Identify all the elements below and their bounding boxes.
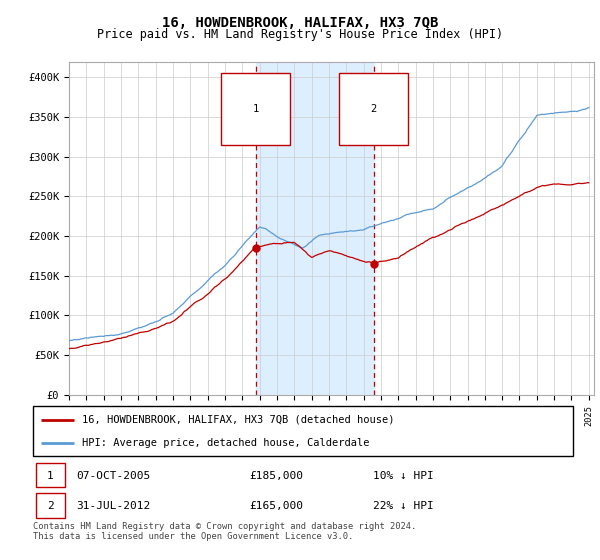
Text: £165,000: £165,000 <box>249 501 303 511</box>
Text: £185,000: £185,000 <box>249 470 303 480</box>
Text: 10% ↓ HPI: 10% ↓ HPI <box>373 470 434 480</box>
Bar <box>256 62 374 395</box>
Text: 16, HOWDENBROOK, HALIFAX, HX3 7QB: 16, HOWDENBROOK, HALIFAX, HX3 7QB <box>162 16 438 30</box>
Text: 07-OCT-2005: 07-OCT-2005 <box>76 470 151 480</box>
Text: Contains HM Land Registry data © Crown copyright and database right 2024.
This d: Contains HM Land Registry data © Crown c… <box>33 522 416 542</box>
Text: 1: 1 <box>47 470 53 480</box>
Text: HPI: Average price, detached house, Calderdale: HPI: Average price, detached house, Cald… <box>82 438 369 448</box>
FancyBboxPatch shape <box>36 493 65 518</box>
Text: 2: 2 <box>47 501 53 511</box>
Text: 2: 2 <box>370 104 377 114</box>
Text: 16, HOWDENBROOK, HALIFAX, HX3 7QB (detached house): 16, HOWDENBROOK, HALIFAX, HX3 7QB (detac… <box>82 414 394 424</box>
Text: 1: 1 <box>253 104 259 114</box>
Text: Price paid vs. HM Land Registry's House Price Index (HPI): Price paid vs. HM Land Registry's House … <box>97 28 503 41</box>
FancyBboxPatch shape <box>36 463 65 487</box>
Text: 22% ↓ HPI: 22% ↓ HPI <box>373 501 434 511</box>
Text: 31-JUL-2012: 31-JUL-2012 <box>76 501 151 511</box>
